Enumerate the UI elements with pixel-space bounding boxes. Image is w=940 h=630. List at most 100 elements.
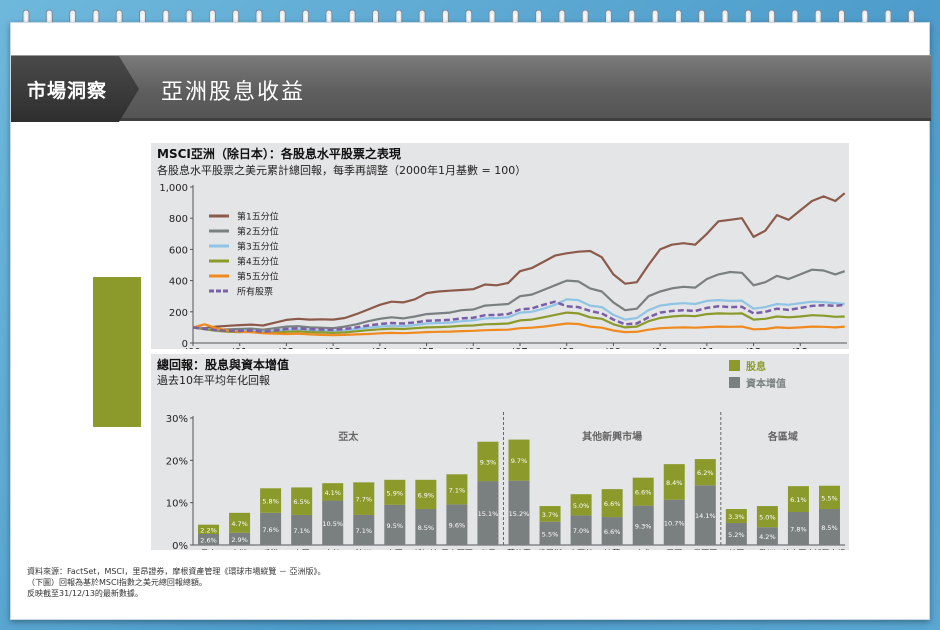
footnote-source: 資料來源：FactSet，MSCI，里昂證券，摩根資產管理《環球市場縱覽 － 亞… xyxy=(27,567,326,576)
bar-label-capital: 6.6% xyxy=(604,528,621,536)
bar-capital xyxy=(818,509,840,545)
category-label: 馬來西亞 xyxy=(441,549,473,550)
bar-capital xyxy=(570,515,592,545)
group-label: 其他新興市場 xyxy=(582,430,642,443)
x-tick-label: '03 xyxy=(325,347,340,349)
bar-label-dividend: 7.1% xyxy=(449,486,466,494)
x-tick-label: '12 xyxy=(746,347,761,349)
footnote-date: 反映截至31/12/13的最新數據。 xyxy=(27,589,143,598)
bar-dividend xyxy=(694,459,716,486)
bar-label-capital: 4.2% xyxy=(759,533,776,541)
series-line-2 xyxy=(192,268,846,331)
bar-dividend xyxy=(756,506,778,528)
footnotes: 資料來源：FactSet，MSCI，里昂證券，摩根資產管理《環球市場縱覽 － 亞… xyxy=(27,566,325,599)
bar-label-capital: 9.6% xyxy=(449,522,466,530)
line-chart-subtitle: 各股息水平股票之美元累計總回報，每季再調整（2000年1月基數 = 100） xyxy=(157,163,526,177)
y-tick-label: 400 xyxy=(169,277,188,288)
bar-dividend xyxy=(353,482,375,515)
bar-dividend xyxy=(477,441,499,482)
bar-label-dividend: 6.1% xyxy=(790,496,807,504)
category-label: 墨西哥 xyxy=(693,549,717,550)
bar-label-capital: 7.1% xyxy=(356,527,373,535)
bar-label-dividend: 5.0% xyxy=(759,514,776,522)
bar-dividend xyxy=(415,479,437,510)
category-label: 綜合亞太 xyxy=(782,548,814,550)
category-label: 波蘭 xyxy=(604,548,620,550)
section-tag-label: 市場洞察 xyxy=(27,80,108,102)
category-label: 歐洲 xyxy=(759,548,775,550)
bar-label-dividend: 4.7% xyxy=(231,520,248,528)
category-label: 南非 xyxy=(635,548,651,550)
y-tick-label: 0% xyxy=(172,541,188,550)
y-tick-label: 800 xyxy=(169,214,188,225)
bar-capital xyxy=(229,532,251,545)
bar-label-dividend: 6.9% xyxy=(418,491,435,499)
bar-label-capital: 15.1% xyxy=(478,510,499,518)
category-label: 中國 xyxy=(387,548,403,550)
bar-capital xyxy=(446,504,468,545)
bar-dividend xyxy=(725,509,747,523)
x-tick-label: '08 xyxy=(559,347,574,349)
bar-capital xyxy=(508,480,530,545)
line-chart-panel: MSCI亞洲（除日本）：各股息水平股票之表現 各股息水平股票之美元累計總回報，每季… xyxy=(151,143,849,358)
legend-label: 第2五分位 xyxy=(237,226,279,238)
x-tick-label: '06 xyxy=(466,347,481,349)
bar-label-dividend: 6.2% xyxy=(697,469,714,477)
bar-capital xyxy=(260,512,282,545)
bar-capital xyxy=(322,500,344,545)
bar-label-capital: 9.3% xyxy=(635,522,652,530)
x-tick-label: '07 xyxy=(512,347,527,349)
bar-dividend xyxy=(663,464,685,500)
group-label: 亞太 xyxy=(338,430,359,443)
bar-capital xyxy=(725,522,747,545)
category-label: 美國 xyxy=(728,548,744,550)
category-label: 新興市場 xyxy=(813,548,845,550)
bar-label-dividend: 5.0% xyxy=(573,502,590,510)
legend-label: 第3五分位 xyxy=(237,241,279,253)
bar-label-dividend: 4.1% xyxy=(324,489,341,497)
legend-label: 第1五分位 xyxy=(237,211,279,223)
legend-label: 股息 xyxy=(746,360,766,373)
category-label: 菲律賓 xyxy=(507,548,531,550)
series-line-1 xyxy=(192,192,846,330)
bar-label-dividend: 5.9% xyxy=(387,489,404,497)
bar-capital xyxy=(198,533,220,545)
bar-dividend xyxy=(787,486,809,512)
bar-label-dividend: 8.4% xyxy=(666,479,683,487)
y-tick-label: 10% xyxy=(166,499,188,510)
category-label: 南韓 xyxy=(325,548,341,550)
bar-label-capital: 8.5% xyxy=(821,524,838,532)
footnote-returns: （下圖）回報為基於MSCI指數之美元總回報總額。 xyxy=(27,578,207,587)
category-label: 泰國 xyxy=(294,548,310,550)
bar-label-capital: 10.5% xyxy=(322,520,343,528)
y-tick-label: 0 xyxy=(182,339,188,349)
bar-dividend xyxy=(291,487,313,515)
bar-label-dividend: 6.5% xyxy=(293,498,310,506)
group-label: 各區域 xyxy=(767,430,798,443)
bar-label-capital: 15.2% xyxy=(509,510,530,518)
bar-chart-title: 總回報：股息與資本增值 xyxy=(157,357,289,372)
bar-dividend xyxy=(446,474,468,505)
bar-label-capital: 7.8% xyxy=(790,525,807,533)
bar-label-capital: 7.1% xyxy=(293,527,310,535)
category-label: 土耳其 xyxy=(569,548,593,550)
bar-label-dividend: 6.6% xyxy=(635,489,652,497)
category-label: 巴西 xyxy=(666,549,682,550)
bar-label-capital: 14.1% xyxy=(695,512,716,520)
bar-dividend xyxy=(539,506,561,522)
bar-capital xyxy=(353,514,375,545)
bar-capital xyxy=(415,509,437,545)
y-tick-label: 30% xyxy=(166,414,188,425)
bar-capital xyxy=(663,499,685,545)
legend-label: 第4五分位 xyxy=(237,256,279,268)
bar-label-capital: 9.5% xyxy=(387,522,404,530)
x-tick-label: '13 xyxy=(793,347,808,349)
page-title: 亞洲股息收益 xyxy=(161,80,306,105)
legend-label: 所有股票 xyxy=(237,286,273,298)
x-tick-label: '00 xyxy=(185,347,200,349)
legend-swatch xyxy=(729,377,740,388)
x-tick-label: '04 xyxy=(372,347,387,349)
bar-capital xyxy=(291,514,313,545)
category-label: 日本 xyxy=(201,548,217,550)
